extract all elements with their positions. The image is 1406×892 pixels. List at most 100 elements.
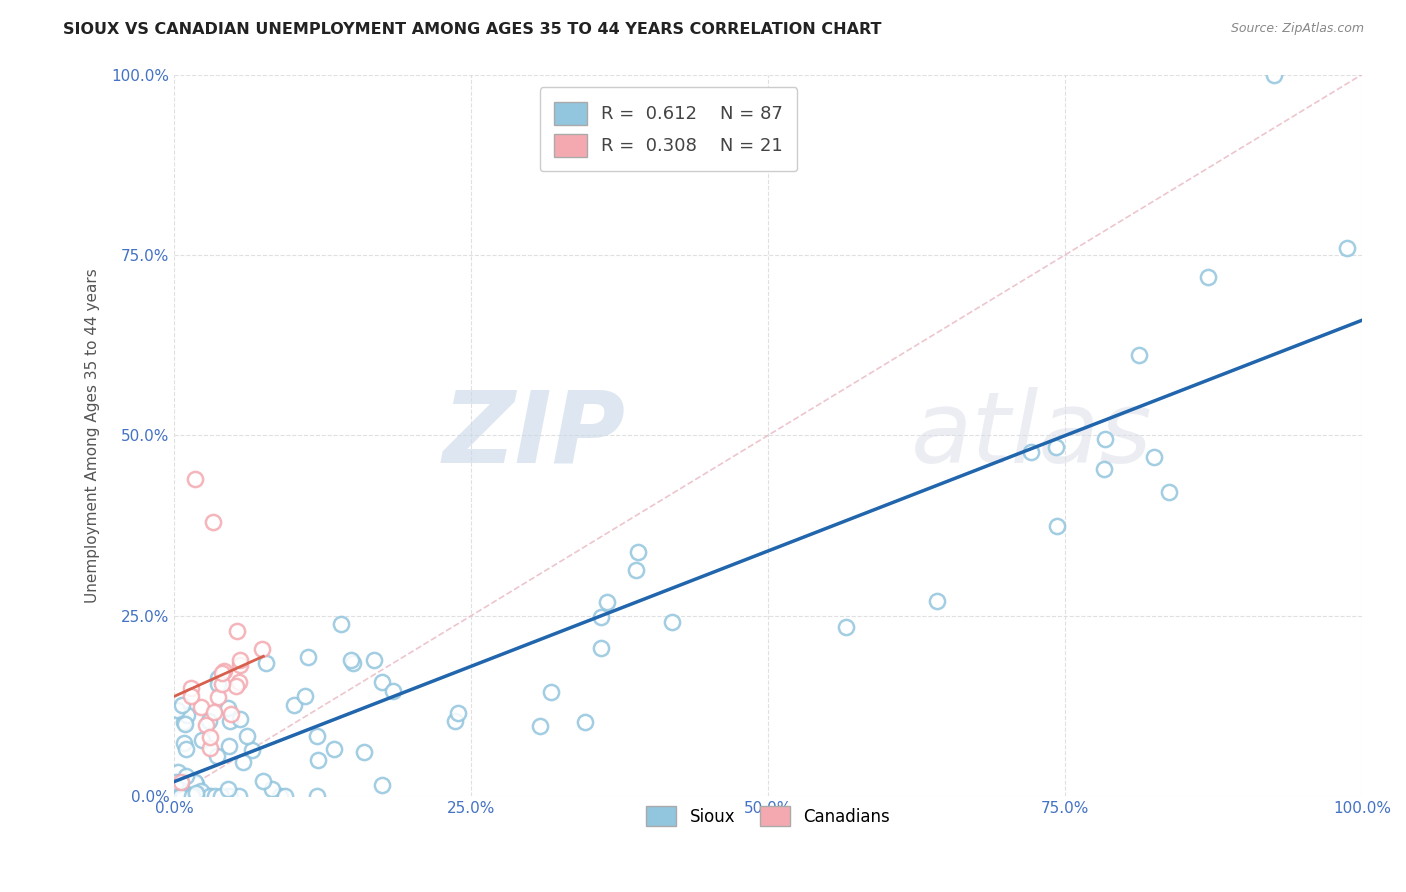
- Point: [211, 666, 233, 681]
- Point: [209, 789, 232, 803]
- Point: [191, 732, 214, 747]
- Point: [173, 714, 195, 729]
- Point: [186, 786, 208, 800]
- Point: [250, 642, 273, 657]
- Point: [204, 789, 226, 803]
- Point: [197, 714, 219, 729]
- Point: [381, 684, 404, 698]
- Point: [184, 472, 207, 486]
- Point: [228, 674, 250, 689]
- Point: [297, 650, 319, 665]
- Point: [322, 741, 344, 756]
- Point: [194, 718, 217, 732]
- Point: [835, 620, 858, 634]
- Point: [340, 653, 363, 667]
- Point: [165, 789, 187, 803]
- Point: [174, 717, 197, 731]
- Point: [447, 706, 470, 721]
- Point: [207, 672, 229, 686]
- Point: [201, 515, 224, 529]
- Point: [218, 789, 240, 803]
- Point: [262, 782, 284, 797]
- Point: [177, 789, 200, 803]
- Point: [176, 789, 198, 803]
- Point: [219, 707, 242, 722]
- Point: [305, 729, 328, 743]
- Point: [190, 784, 212, 798]
- Point: [225, 624, 247, 638]
- Text: Source: ZipAtlas.com: Source: ZipAtlas.com: [1230, 22, 1364, 36]
- Point: [205, 748, 228, 763]
- Point: [229, 712, 252, 726]
- Point: [218, 739, 240, 753]
- Point: [283, 698, 305, 713]
- Point: [589, 641, 612, 656]
- Point: [207, 677, 229, 691]
- Point: [1197, 270, 1219, 285]
- Point: [183, 775, 205, 789]
- Point: [1092, 461, 1115, 475]
- Point: [1263, 68, 1285, 82]
- Point: [1046, 519, 1069, 533]
- Text: atlas: atlas: [911, 387, 1153, 483]
- Text: ZIP: ZIP: [443, 387, 626, 483]
- Point: [165, 774, 187, 789]
- Point: [236, 729, 259, 743]
- Point: [217, 701, 239, 715]
- Point: [342, 656, 364, 670]
- Point: [540, 685, 562, 699]
- Point: [170, 698, 193, 713]
- Legend: Sioux, Canadians: Sioux, Canadians: [638, 797, 898, 835]
- Point: [218, 789, 240, 803]
- Point: [596, 595, 619, 609]
- Point: [307, 753, 329, 767]
- Point: [1094, 432, 1116, 446]
- Point: [176, 708, 198, 723]
- Point: [1019, 445, 1042, 459]
- Point: [184, 789, 207, 803]
- Point: [661, 615, 683, 630]
- Point: [181, 789, 204, 803]
- Point: [1336, 241, 1358, 255]
- Point: [242, 743, 264, 757]
- Point: [529, 718, 551, 732]
- Point: [925, 593, 948, 607]
- Point: [371, 778, 394, 792]
- Point: [217, 781, 239, 796]
- Point: [190, 700, 212, 714]
- Point: [574, 715, 596, 730]
- Point: [269, 789, 291, 803]
- Text: SIOUX VS CANADIAN UNEMPLOYMENT AMONG AGES 35 TO 44 YEARS CORRELATION CHART: SIOUX VS CANADIAN UNEMPLOYMENT AMONG AGE…: [63, 22, 882, 37]
- Point: [370, 675, 392, 690]
- Point: [228, 658, 250, 673]
- Point: [184, 789, 207, 803]
- Point: [589, 610, 612, 624]
- Point: [1128, 348, 1150, 362]
- Point: [211, 677, 233, 691]
- Point: [173, 736, 195, 750]
- Point: [174, 742, 197, 756]
- Point: [229, 652, 252, 666]
- Point: [170, 775, 193, 789]
- Point: [1143, 450, 1166, 464]
- Point: [627, 545, 650, 559]
- Point: [1045, 441, 1067, 455]
- Point: [353, 745, 375, 759]
- Point: [166, 703, 188, 717]
- Point: [176, 768, 198, 782]
- Point: [166, 764, 188, 779]
- Point: [294, 690, 316, 704]
- Point: [180, 681, 202, 695]
- Point: [273, 789, 295, 803]
- Point: [232, 756, 254, 770]
- Point: [329, 616, 352, 631]
- Point: [172, 789, 194, 803]
- Point: [228, 789, 250, 803]
- Point: [443, 714, 465, 729]
- Point: [219, 714, 242, 728]
- Point: [169, 789, 191, 803]
- Point: [200, 789, 222, 803]
- Point: [197, 789, 219, 803]
- Y-axis label: Unemployment Among Ages 35 to 44 years: Unemployment Among Ages 35 to 44 years: [86, 268, 100, 603]
- Point: [624, 563, 647, 577]
